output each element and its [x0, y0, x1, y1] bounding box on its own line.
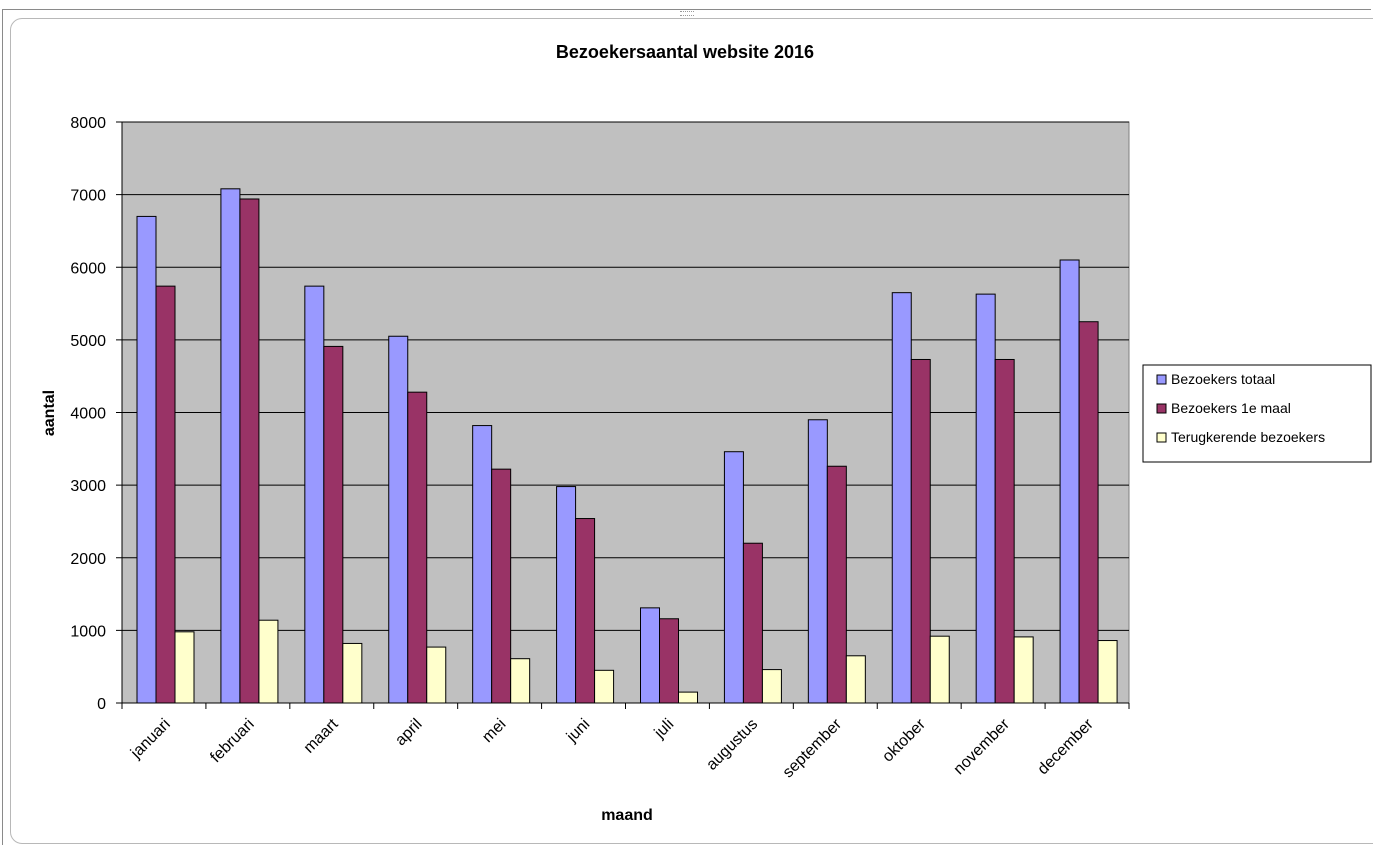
y-tick-label: 4000	[70, 406, 106, 423]
gridlines	[122, 121, 1129, 631]
x-tick-label: november	[951, 715, 1014, 778]
y-tick-label: 5000	[70, 333, 106, 350]
bar-bezoekers-1e-maal-juli	[659, 618, 679, 704]
bar-terugkerende-bezoekers-juli	[678, 691, 698, 704]
x-tick-label: mei	[479, 716, 509, 746]
bar-terugkerende-bezoekers-december	[1097, 640, 1118, 704]
bar-bezoekers-1e-maal-november	[994, 358, 1015, 704]
legend-label: Bezoekers totaal	[1171, 371, 1275, 387]
bar-terugkerende-bezoekers-maart	[342, 642, 363, 704]
legend-label: Bezoekers 1e maal	[1171, 400, 1291, 416]
bar-bezoekers-1e-maal-augustus	[742, 542, 763, 704]
bar-bezoekers-totaal-mei	[472, 425, 493, 704]
legend-swatch	[1156, 403, 1167, 414]
y-axis-label: aantal	[41, 390, 58, 436]
bar-bezoekers-totaal-november	[975, 293, 996, 704]
x-tick-label: februari	[207, 716, 257, 766]
y-tick-labels: 0 1000 2000 3000 4000 5000 6000 7000 8000	[70, 115, 106, 713]
legend-label: Terugkerende bezoekers	[1171, 429, 1325, 445]
bar-bezoekers-totaal-februari	[220, 188, 241, 704]
bar-terugkerende-bezoekers-augustus	[761, 669, 782, 704]
bar-terugkerende-bezoekers-mei	[510, 658, 531, 704]
bar-bezoekers-totaal-juni	[556, 486, 577, 704]
x-tick-label: september	[780, 715, 846, 781]
x-tick-label: augustus	[703, 716, 761, 774]
bar-terugkerende-bezoekers-oktober	[929, 635, 950, 704]
bar-bezoekers-1e-maal-december	[1078, 321, 1099, 704]
y-tick-label: 3000	[70, 478, 106, 495]
bar-bezoekers-1e-maal-april	[407, 391, 428, 704]
bars	[136, 188, 1118, 704]
bar-terugkerende-bezoekers-juni	[594, 669, 615, 704]
axes	[116, 121, 1130, 709]
bar-terugkerende-bezoekers-februari	[258, 619, 279, 704]
y-tick-label: 2000	[70, 551, 106, 568]
bar-bezoekers-1e-maal-juni	[575, 518, 596, 704]
legend-box	[1142, 364, 1372, 463]
bar-bezoekers-totaal-januari	[136, 215, 157, 704]
x-tick-label: januari	[127, 716, 174, 763]
y-tick-label: 0	[97, 696, 106, 713]
bar-bezoekers-totaal-april	[388, 335, 409, 704]
x-tick-label: maart	[301, 715, 342, 756]
y-tick-label: 6000	[70, 260, 106, 277]
bar-terugkerende-bezoekers-november	[1013, 636, 1034, 704]
bar-terugkerende-bezoekers-april	[426, 646, 447, 704]
bar-bezoekers-totaal-oktober	[891, 292, 912, 704]
bar-bezoekers-totaal-augustus	[723, 451, 744, 704]
resize-grip-top-icon[interactable]	[680, 11, 694, 16]
legend-swatch	[1156, 432, 1167, 443]
x-tick-label: juni	[563, 716, 593, 746]
x-tick-label: oktober	[879, 715, 929, 765]
bar-bezoekers-1e-maal-mei	[491, 468, 512, 704]
x-tick-label: december	[1035, 715, 1098, 778]
legend-swatch	[1156, 374, 1167, 385]
bar-bezoekers-1e-maal-maart	[323, 345, 344, 704]
x-tick-labels: januari februari maart april mei juni juli augu…	[127, 715, 1097, 781]
x-tick-label: april	[392, 716, 425, 749]
bar-bezoekers-totaal-maart	[304, 285, 325, 704]
bar-bezoekers-totaal-december	[1059, 259, 1080, 704]
bar-bezoekers-1e-maal-februari	[239, 198, 260, 704]
bar-bezoekers-totaal-september	[807, 419, 828, 704]
bar-bezoekers-1e-maal-september	[826, 465, 847, 704]
bar-bezoekers-1e-maal-januari	[155, 285, 176, 704]
chart-title: Bezoekersaantal website 2016	[556, 42, 814, 62]
y-tick-label: 1000	[70, 623, 106, 640]
bar-terugkerende-bezoekers-januari	[174, 631, 195, 704]
legend: Bezoekers totaal Bezoekers 1e maal Terugke…	[1142, 364, 1372, 463]
x-axis-label: maand	[601, 807, 653, 824]
bar-terugkerende-bezoekers-september	[845, 655, 866, 704]
bar-bezoekers-totaal-juli	[640, 607, 660, 704]
y-tick-label: 7000	[70, 188, 106, 205]
y-tick-label: 8000	[70, 115, 106, 132]
x-tick-label: juli	[651, 716, 678, 743]
bar-bezoekers-1e-maal-oktober	[910, 358, 931, 704]
